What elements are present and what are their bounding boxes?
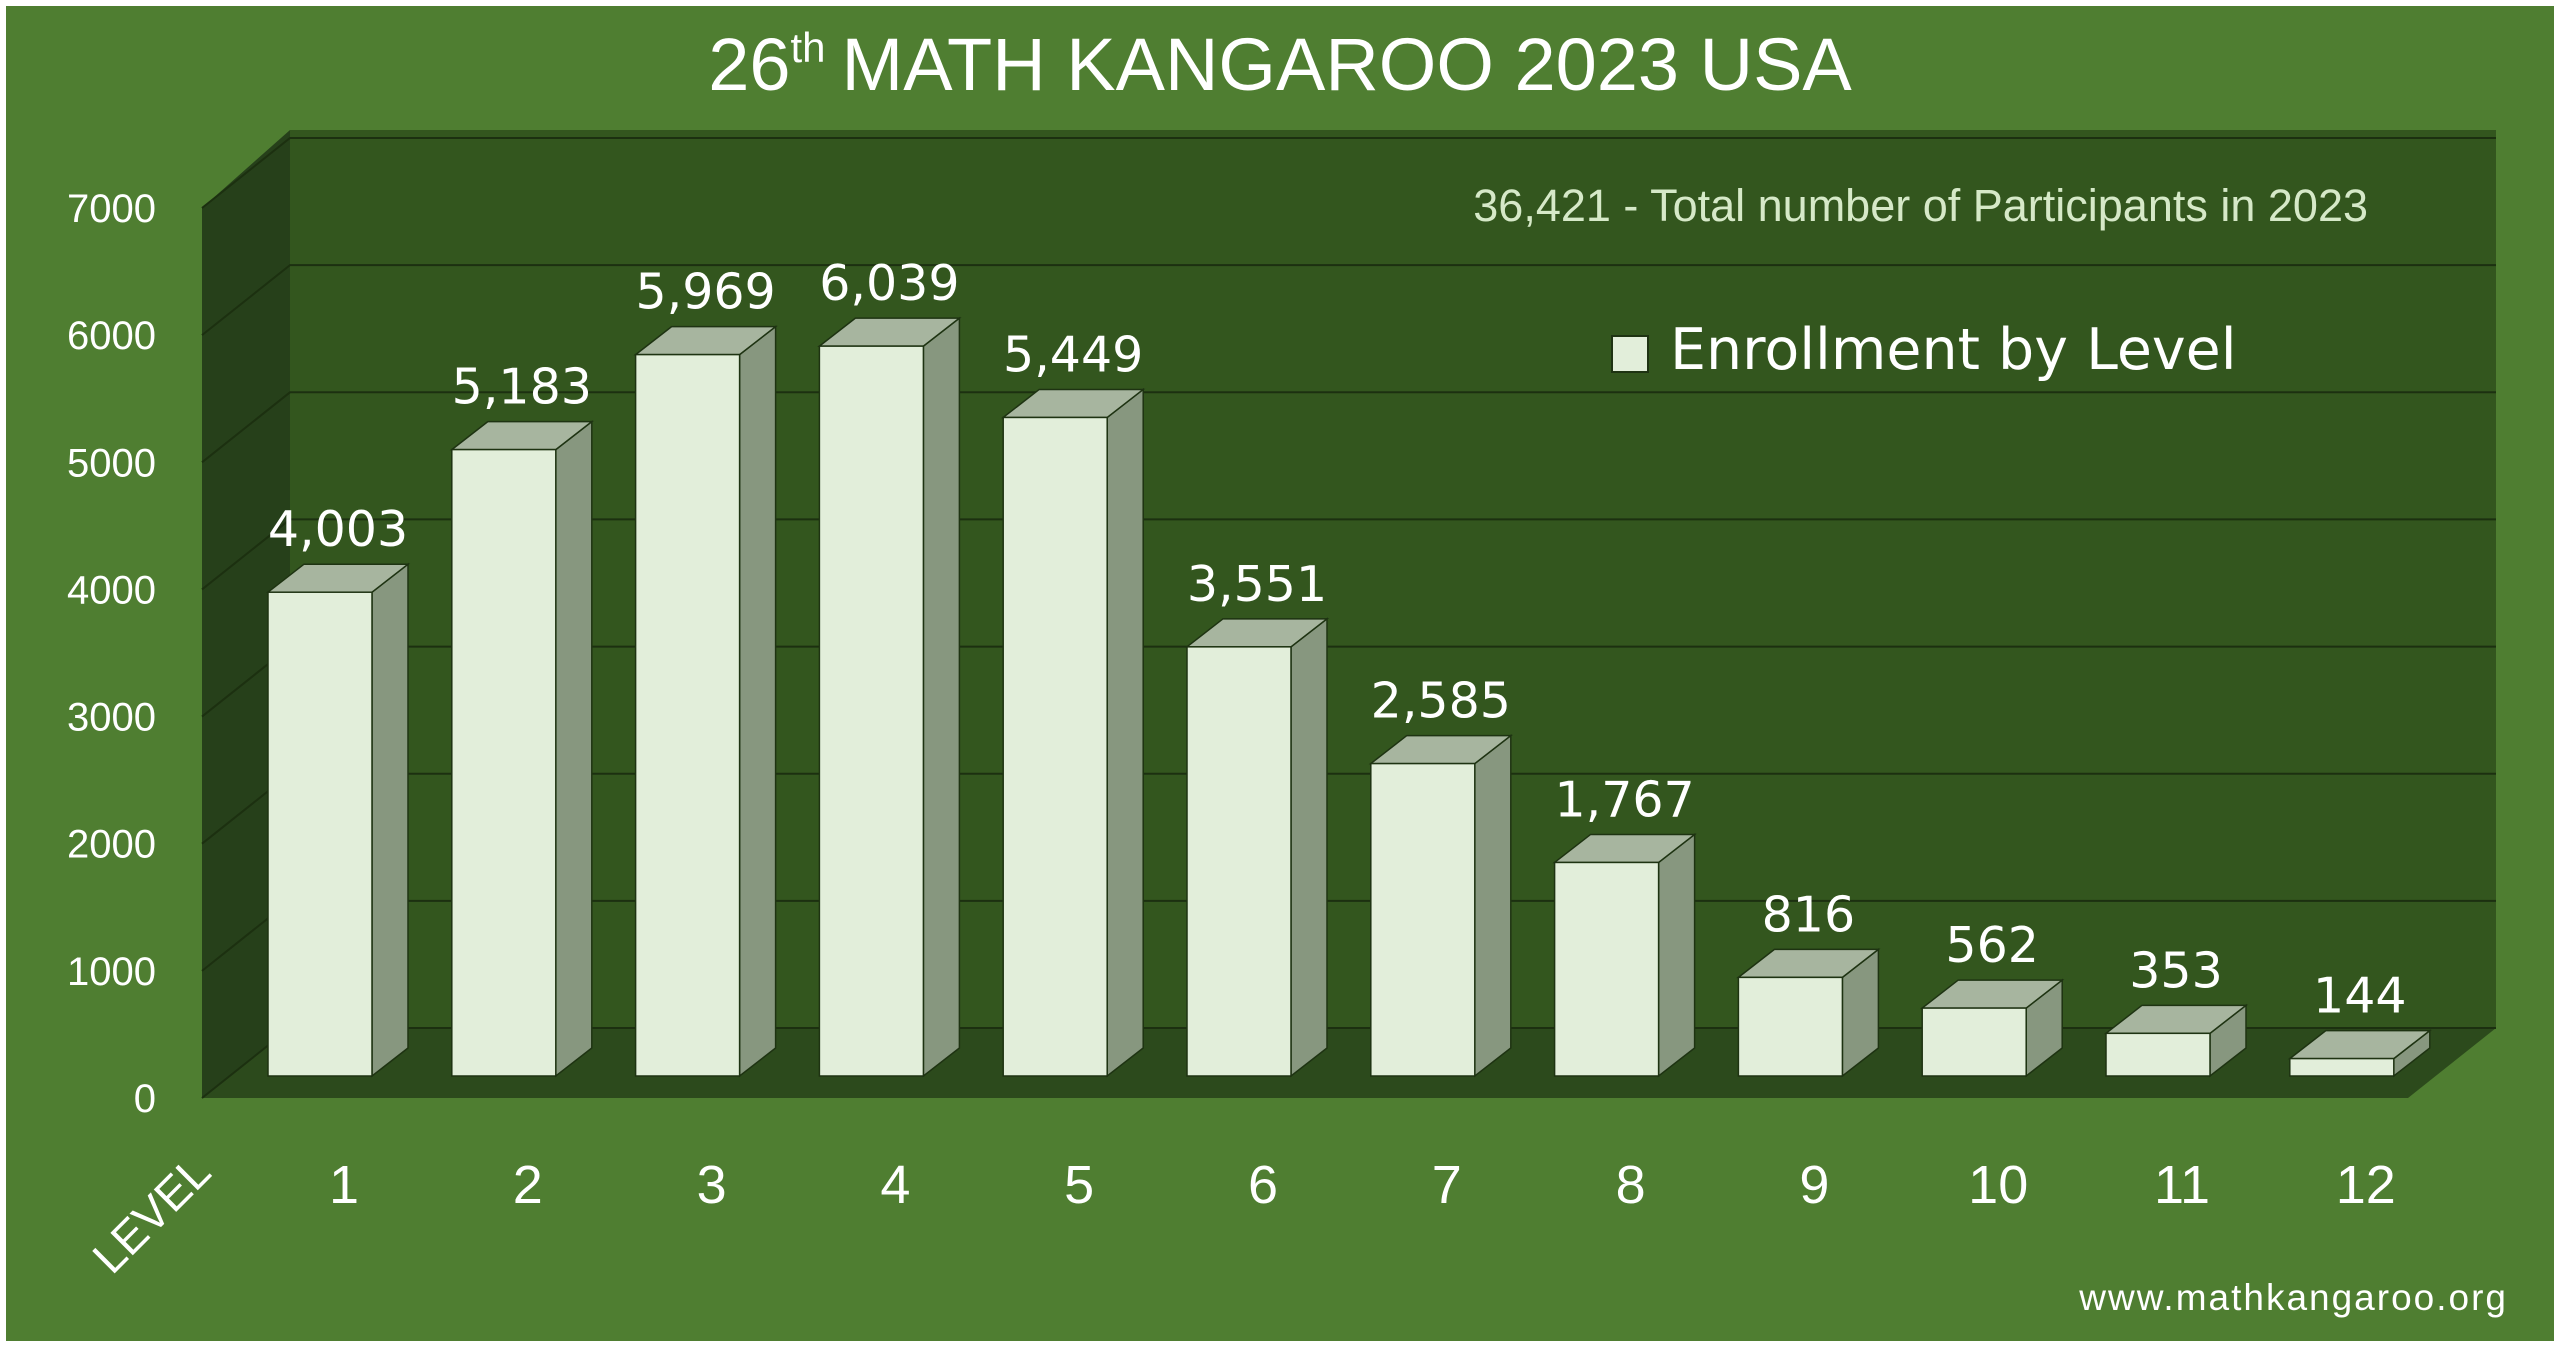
bar-value-label: 353	[2129, 942, 2223, 999]
x-tick-label: 8	[1616, 1155, 1646, 1215]
bar	[1921, 1007, 2027, 1077]
gridline	[201, 137, 2496, 209]
bar	[1737, 976, 1844, 1077]
bar-side	[1474, 734, 1512, 1078]
bar-side	[922, 316, 961, 1078]
y-tick-label: 5000	[67, 441, 156, 485]
x-axis-ticks: 1 2 3 4 5 6 7 8 9 10 11 12	[329, 1155, 2396, 1215]
bar	[1370, 762, 1476, 1077]
bar-group: 2,585	[1368, 673, 1513, 1078]
website-url: www.mathkangaroo.org	[2078, 1277, 2508, 1318]
y-tick-label: 1000	[67, 950, 156, 994]
bar	[1002, 416, 1108, 1077]
chart-title: 26th MATH KANGAROO 2023 USA	[708, 23, 1852, 106]
gridline	[201, 264, 2496, 336]
bar-group: 5,183	[449, 359, 594, 1078]
title-main-text: MATH KANGAROO 2023 USA	[842, 23, 1853, 106]
bar-value-label: 2,585	[1371, 673, 1511, 730]
bar	[818, 345, 925, 1077]
x-tick-label: 9	[1799, 1155, 1829, 1215]
bar	[1186, 646, 1292, 1077]
bar	[2289, 1057, 2395, 1077]
gridline	[201, 518, 2496, 591]
x-tick-label: 1	[329, 1155, 359, 1215]
bar-group: 816	[1736, 886, 1881, 1078]
bar-group: 1,767	[1552, 771, 1697, 1078]
bar-value-label: 4,003	[268, 501, 408, 558]
bar-side	[1106, 387, 1144, 1078]
bar-side	[371, 562, 409, 1078]
bar-group: 144	[2287, 968, 2432, 1078]
x-tick-label: 5	[1064, 1155, 1094, 1215]
bar-side	[555, 420, 593, 1078]
bar-side	[1290, 617, 1328, 1078]
x-tick-label: 3	[697, 1155, 727, 1215]
x-tick-label: 4	[880, 1155, 910, 1215]
bar	[634, 353, 741, 1077]
gridline	[201, 391, 2496, 464]
bar-group: 562	[1920, 917, 2065, 1078]
bar	[1553, 861, 1660, 1077]
legend-label: Enrollment by Level	[1670, 317, 2237, 383]
bar-value-label: 816	[1762, 886, 1856, 943]
bar-group: 353	[2103, 942, 2249, 1078]
bar	[267, 591, 373, 1077]
bar-value-label: 5,969	[635, 264, 775, 321]
bar-value-label: 5,183	[452, 359, 592, 416]
y-tick-label: 3000	[67, 696, 156, 740]
y-axis-ticks: 0 1000 2000 3000 4000 5000 6000 7000	[67, 187, 156, 1121]
bar-value-label: 3,551	[1187, 556, 1327, 613]
x-tick-label: 6	[1248, 1155, 1278, 1215]
bar-side	[1657, 832, 1696, 1078]
bar-value-label: 144	[2313, 968, 2407, 1025]
bar	[451, 448, 557, 1077]
x-tick-label: 11	[2154, 1155, 2210, 1215]
y-tick-label: 2000	[67, 823, 156, 867]
chart-subtitle: 36,421 - Total number of Participants in…	[1473, 180, 2368, 231]
x-tick-label: 12	[2336, 1155, 2396, 1215]
bar-group: 3,551	[1184, 556, 1330, 1078]
title-ordinal-number: 26	[708, 23, 790, 106]
x-tick-label: 10	[1968, 1155, 2028, 1215]
bar-group: 5,449	[1001, 326, 1146, 1078]
title-ordinal-suffix: th	[791, 24, 826, 71]
bar-value-label: 6,039	[819, 255, 959, 312]
bar-side	[738, 325, 777, 1078]
legend: Enrollment by Level	[1611, 317, 2237, 383]
bar	[2105, 1032, 2211, 1077]
x-tick-label: 7	[1432, 1155, 1462, 1215]
bar-group: 5,969	[633, 264, 778, 1078]
y-tick-label: 7000	[67, 187, 156, 231]
y-tick-label: 6000	[67, 314, 156, 358]
bar-value-label: 5,449	[1003, 326, 1143, 383]
y-tick-label: 0	[134, 1077, 156, 1121]
y-tick-label: 4000	[67, 568, 156, 612]
bar-group: 4,003	[265, 501, 411, 1078]
bars: 4,003 5,183 5,969 6,039 5,449 3,551 2,585 1,767…	[265, 255, 2432, 1078]
bar-group: 6,039	[817, 255, 962, 1078]
x-tick-label: 2	[513, 1155, 543, 1215]
legend-swatch	[1611, 335, 1649, 373]
bar-value-label: 562	[1945, 917, 2039, 974]
bar-value-label: 1,767	[1554, 771, 1694, 828]
